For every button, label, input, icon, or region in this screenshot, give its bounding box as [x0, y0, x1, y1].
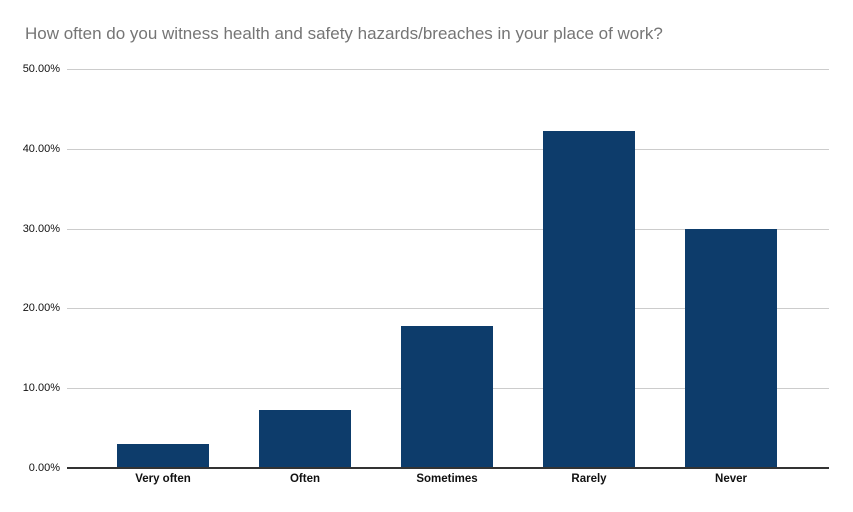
band-never [660, 69, 802, 468]
x-axis-labels: Very often Often Sometimes Rarely Never [92, 473, 802, 485]
x-tick-label-never: Never [715, 473, 747, 485]
y-axis-labels: 50.00% 40.00% 30.00% 20.00% 10.00% 0.00% [0, 63, 60, 474]
band-rarely [518, 69, 660, 468]
gridline-50 [67, 69, 829, 70]
band-sometimes [376, 69, 518, 468]
x-axis-line [67, 467, 829, 469]
bar-rarely [543, 131, 635, 468]
gridline-40 [67, 148, 829, 150]
plot-area [67, 69, 829, 469]
x-tick-label-sometimes: Sometimes [416, 473, 478, 485]
bar-very-often [117, 444, 209, 468]
gridline-30 [67, 228, 829, 230]
bar-often [259, 409, 351, 468]
chart-title: How often do you witness health and safe… [25, 24, 663, 43]
y-tick-label-0: 0.00% [28, 462, 60, 474]
band-often [234, 69, 376, 468]
y-tick-label-10: 10.00% [22, 382, 60, 395]
gridline-20 [67, 308, 829, 310]
y-tick-label-40: 40.00% [22, 142, 60, 155]
band-very-often [92, 69, 234, 468]
bar-sometimes [401, 325, 493, 468]
y-tick-label-50: 50.00% [22, 63, 60, 75]
x-tick-label-very-often: Very often [135, 473, 191, 485]
bars-row [92, 69, 802, 468]
y-tick-label-20: 20.00% [22, 302, 60, 315]
x-tick-label-often: Often [289, 473, 321, 485]
x-tick-label-rarely: Rarely [571, 473, 607, 485]
y-tick-label-30: 30.00% [22, 222, 60, 235]
bar-never [685, 229, 777, 468]
